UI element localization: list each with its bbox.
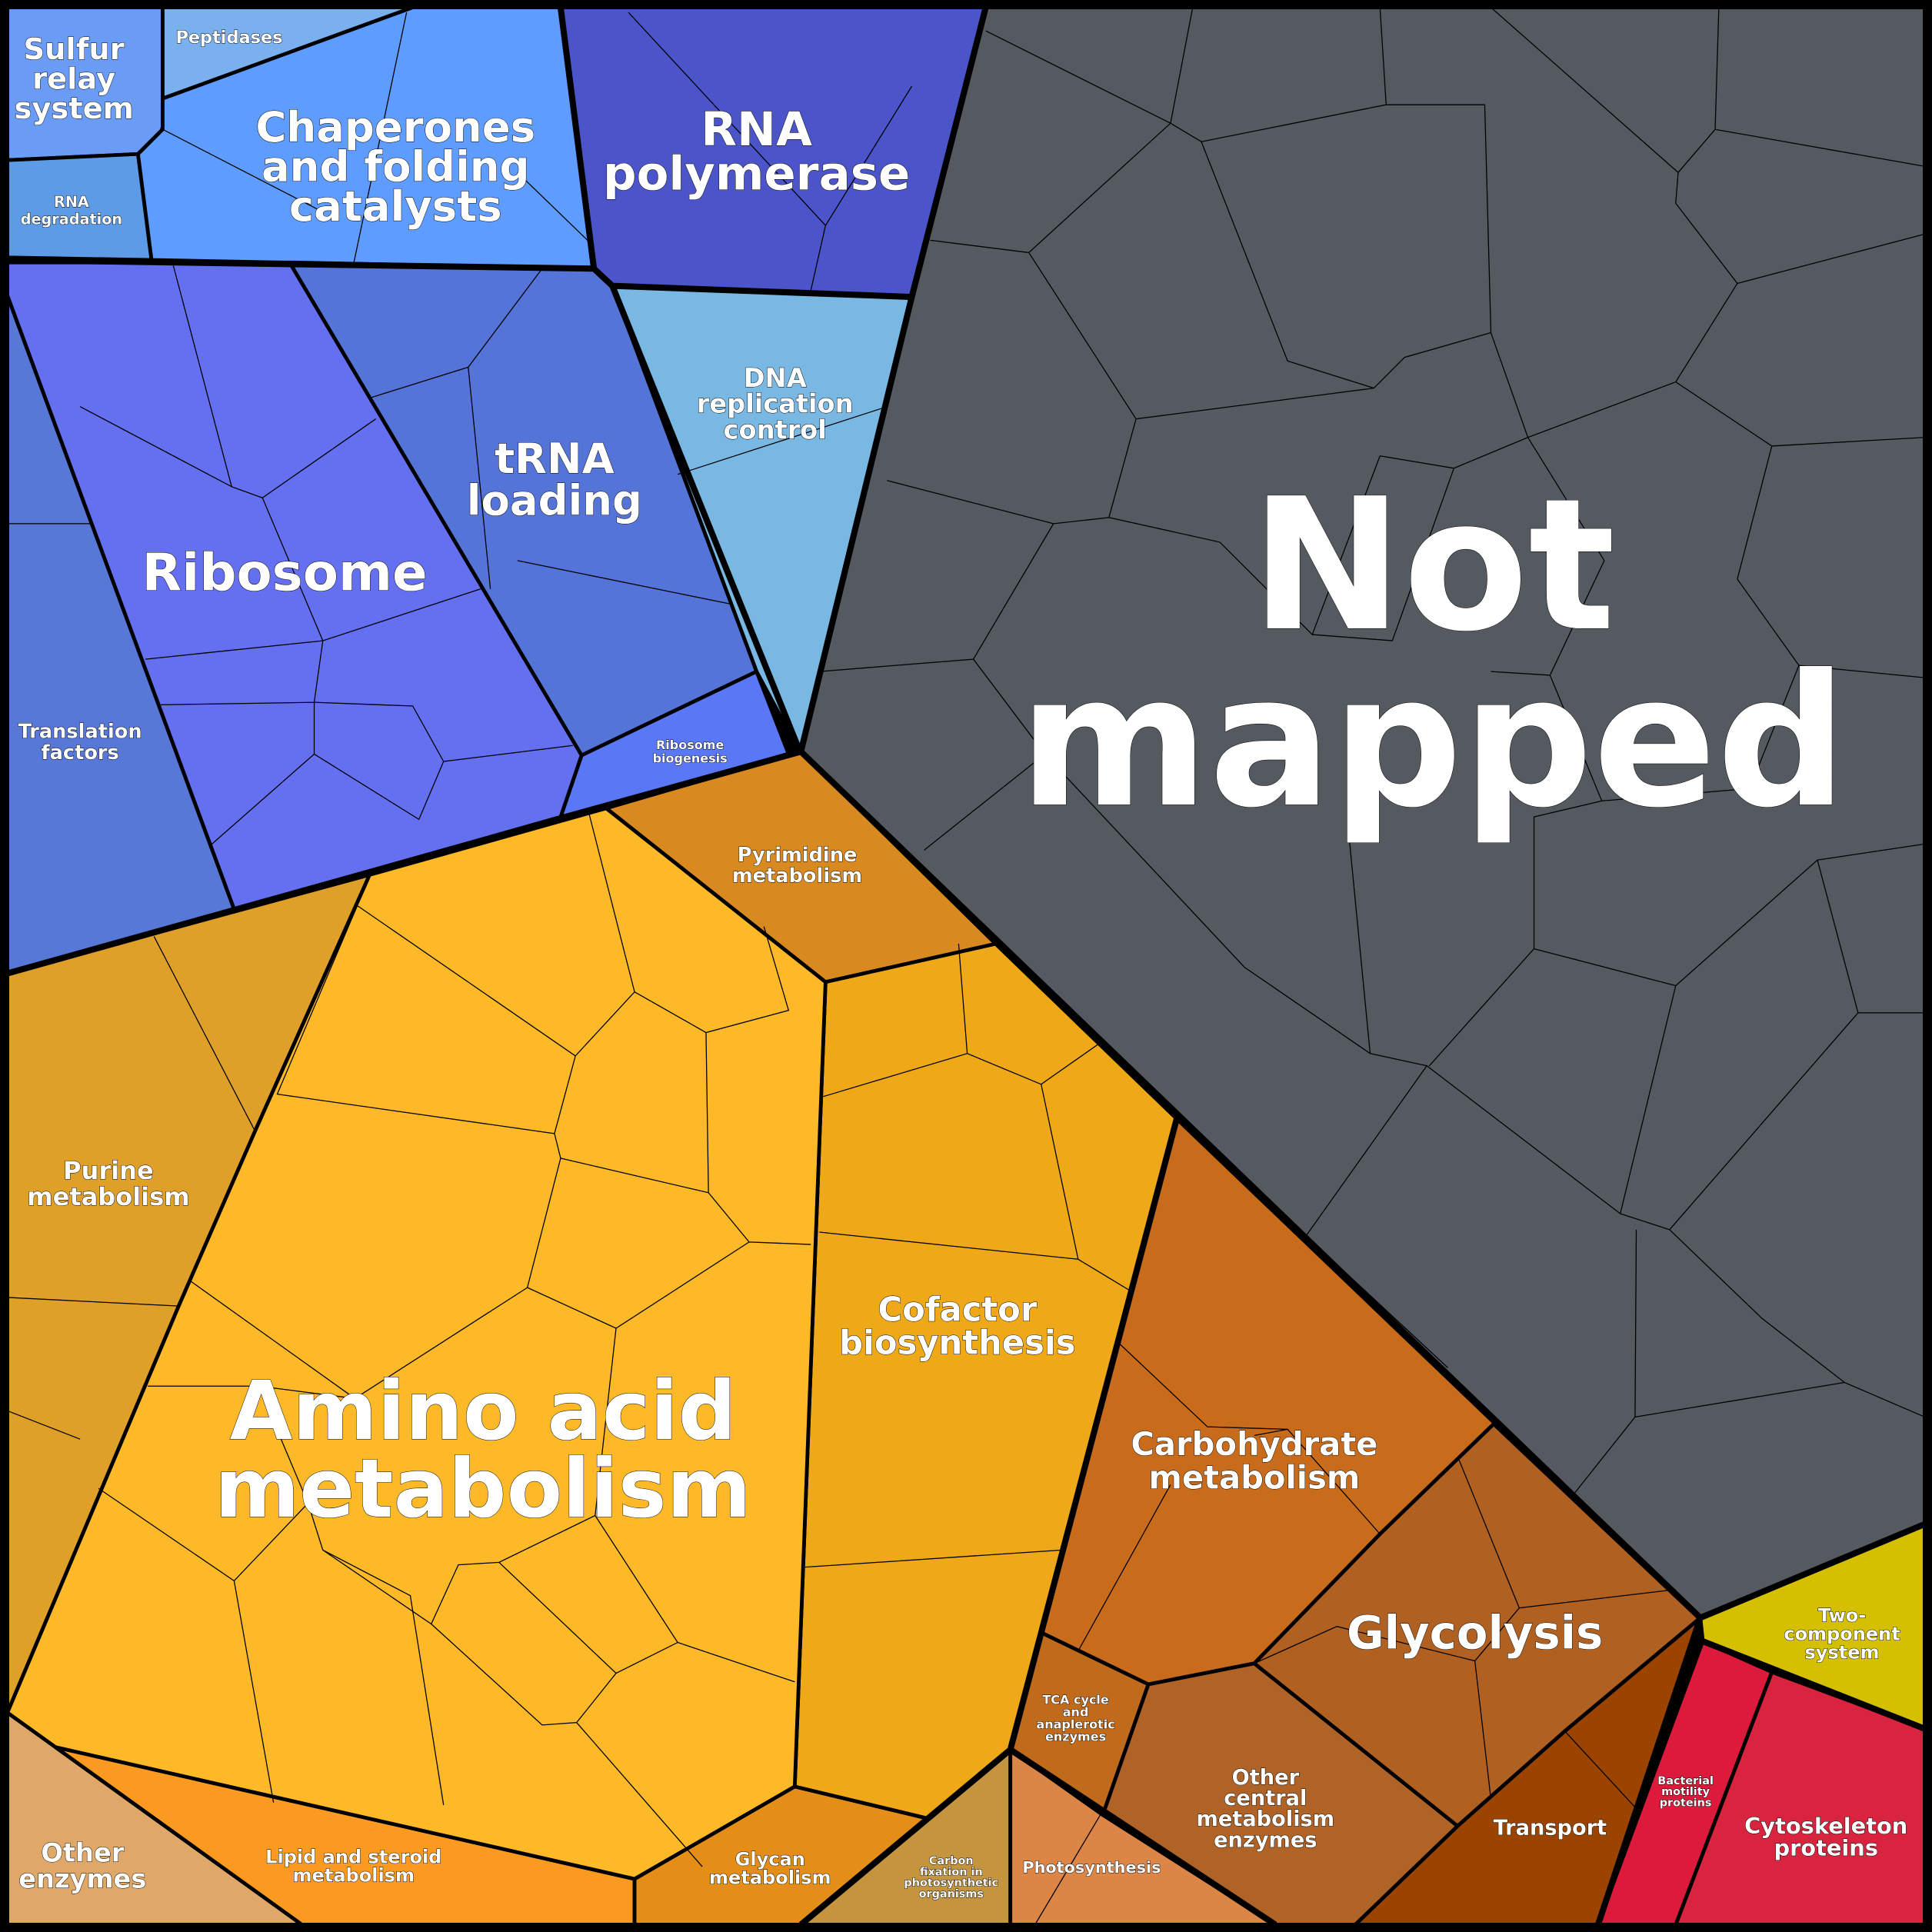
label-line: metabolism [1196, 1807, 1334, 1831]
label-line: system [1805, 1641, 1880, 1663]
label-line: replication [697, 389, 854, 419]
label-rna-polymerase: RNA polymerase [603, 102, 910, 202]
label-line: Amino acid [230, 1364, 737, 1458]
label-line: Translation [18, 721, 142, 744]
label-line: Purine [63, 1156, 154, 1185]
label-line: Glycan [735, 1848, 805, 1870]
label-glycolysis: Glycolysis [1347, 1607, 1603, 1660]
label-line: relay [32, 62, 115, 96]
label-other-enzymes: Other enzymes [18, 1838, 146, 1894]
label-line: photosynthetic [904, 1877, 998, 1890]
label-line: degradation [21, 211, 122, 228]
label-line: organisms [919, 1888, 984, 1900]
label-line: RNA [701, 102, 812, 157]
label-line: Photosynthesis [1022, 1858, 1161, 1877]
label-translation-factors: Translation factors [18, 721, 142, 764]
label-line: control [724, 415, 827, 445]
label-line: loading [467, 476, 642, 525]
label-line: RNA [54, 193, 89, 211]
label-two-component-system: Two-component system [1784, 1604, 1900, 1663]
label-line: Two- [1818, 1604, 1866, 1626]
label-line: Ribosome [142, 542, 427, 602]
label-line: Lipid and steroid [265, 1846, 441, 1867]
label-line: anaplerotic [1036, 1717, 1114, 1732]
label-bacterial-motility-proteins: Bacterial motility proteins [1657, 1775, 1714, 1810]
label-carbon-fixation: Carbon fixation in photosynthetic organisms [904, 1855, 998, 1900]
label-line: Sulfur [23, 32, 124, 67]
label-line: metabolism [27, 1182, 189, 1211]
label-chaperones: Chaperones and folding catalysts [255, 102, 535, 231]
label-line: catalysts [289, 182, 502, 231]
label-line: TCA cycle [1042, 1693, 1109, 1707]
label-line: enzymes [18, 1864, 146, 1894]
label-line: tRNA [495, 434, 615, 483]
label-line: metabolism [215, 1441, 751, 1536]
label-dna-replication-control: DNA replication control [697, 363, 854, 445]
label-line: metabolism [709, 1867, 831, 1889]
label-line: Chaperones [255, 102, 535, 152]
label-line: Carbon [929, 1855, 974, 1867]
label-carbohydrate-metabolism: Carbohydrate metabolism [1131, 1425, 1377, 1496]
label-trna-loading: tRNA loading [467, 434, 642, 525]
labels: Sulfur relay system Peptidases RNA degradat… [14, 28, 1908, 1901]
label-ribosome-biogenesis: Ribosome biogenesis [653, 738, 728, 766]
label-line: Carbohydrate [1131, 1425, 1377, 1463]
label-cytoskeleton-proteins: Cytoskeleton proteins [1744, 1813, 1907, 1861]
label-line: system [14, 92, 133, 126]
label-lipid-steroid-metabolism: Lipid and steroid metabolism [265, 1846, 441, 1886]
label-line: metabolism [293, 1864, 415, 1886]
label-line: and [1063, 1705, 1089, 1720]
label-line: Cofactor [878, 1291, 1037, 1329]
label-purine-metabolism: Purine metabolism [27, 1156, 189, 1211]
label-ribosome: Ribosome [142, 542, 427, 602]
label-line: Pyrimidine [738, 844, 858, 867]
label-line: Not [1251, 459, 1616, 671]
label-line: metabolism [732, 864, 862, 888]
label-cofactor-biosynthesis: Cofactor biosynthesis [839, 1291, 1075, 1362]
label-sulfur-relay-system: Sulfur relay system [14, 32, 133, 126]
label-line: Peptidases [175, 28, 282, 48]
label-line: enzymes [1214, 1828, 1317, 1852]
label-line: DNA [744, 363, 807, 393]
label-photosynthesis: Photosynthesis [1022, 1858, 1161, 1877]
label-line: Cytoskeleton [1744, 1813, 1907, 1839]
label-amino-acid-metabolism: Amino acid metabolism [215, 1364, 751, 1536]
label-transport: Transport [1494, 1816, 1607, 1840]
label-not-mapped: Not mapped [1019, 459, 1847, 848]
label-glycan-metabolism: Glycan metabolism [709, 1848, 831, 1888]
label-line: Glycolysis [1347, 1607, 1603, 1660]
label-line: proteins [1660, 1797, 1712, 1810]
label-line: fixation in [920, 1866, 983, 1878]
label-other-central-metabolism: Other central metabolism enzymes [1196, 1766, 1334, 1853]
label-line: and folding [261, 142, 530, 192]
label-line: proteins [1774, 1835, 1878, 1861]
label-line: metabolism [1148, 1458, 1360, 1496]
label-line: biosynthesis [839, 1324, 1075, 1363]
label-line: motility [1661, 1786, 1710, 1798]
label-peptidases: Peptidases [175, 28, 282, 48]
label-line: Bacterial [1657, 1775, 1714, 1787]
label-line: biogenesis [653, 751, 728, 766]
label-line: Ribosome [656, 738, 724, 752]
label-line: enzymes [1045, 1730, 1106, 1744]
label-tca-cycle: TCA cycle and anaplerotic enzymes [1036, 1693, 1114, 1744]
label-line: component [1784, 1623, 1900, 1644]
label-pyrimidine-metabolism: Pyrimidine metabolism [732, 844, 862, 888]
label-line: mapped [1019, 635, 1847, 848]
label-line: factors [41, 741, 118, 764]
label-line: Other [41, 1838, 124, 1868]
label-line: central [1224, 1787, 1307, 1810]
subcell-boundaries [7, 7, 1925, 1925]
label-line: Transport [1494, 1816, 1607, 1840]
label-line: polymerase [603, 147, 910, 202]
label-line: Other [1232, 1766, 1300, 1790]
label-rna-degradation: RNA degradation [21, 193, 122, 228]
